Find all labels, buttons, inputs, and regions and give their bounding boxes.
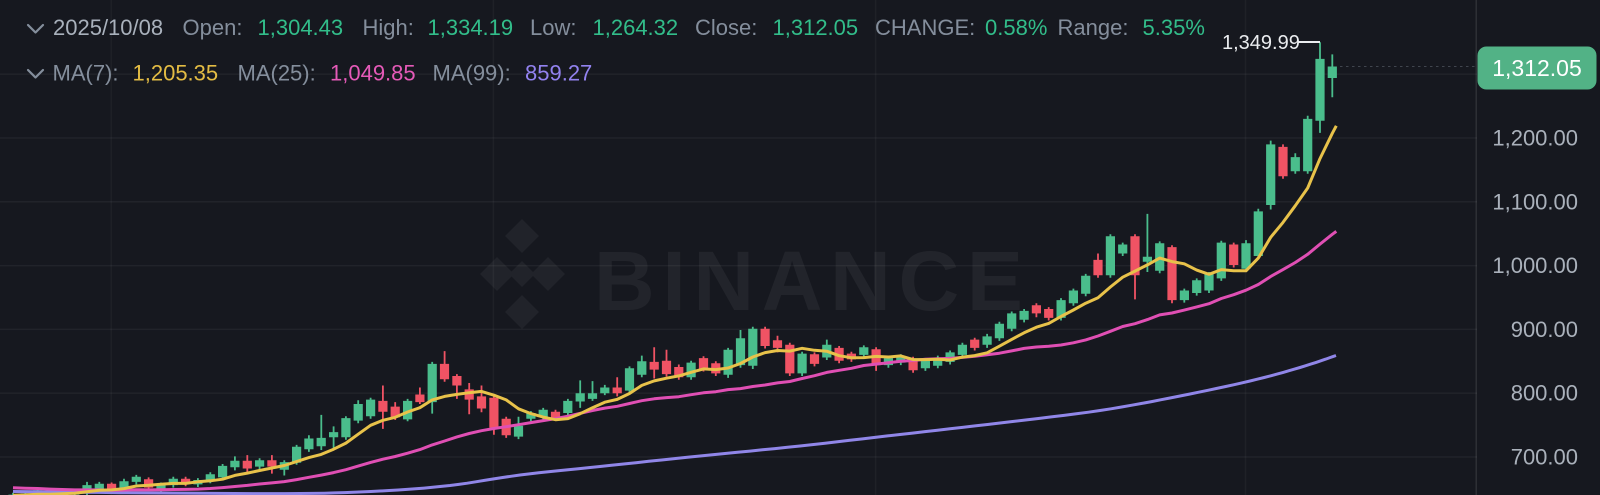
svg-text:Open:: Open: [183, 15, 243, 40]
svg-text:MA(7):: MA(7): [53, 61, 119, 86]
svg-text:1,200.00: 1,200.00 [1492, 126, 1578, 151]
svg-text:Range:: Range: [1058, 15, 1129, 40]
svg-text:1,304.43: 1,304.43 [258, 15, 344, 40]
svg-text:1,264.32: 1,264.32 [593, 15, 679, 40]
svg-text:CHANGE:: CHANGE: [875, 15, 975, 40]
svg-text:1,312.05: 1,312.05 [773, 15, 859, 40]
svg-text:5.35%: 5.35% [1143, 15, 1205, 40]
svg-text:2025/10/08: 2025/10/08 [53, 15, 163, 40]
svg-text:0.58%: 0.58% [985, 15, 1047, 40]
svg-text:1,312.05: 1,312.05 [1492, 55, 1582, 81]
svg-text:859.27: 859.27 [525, 61, 592, 86]
svg-text:700.00: 700.00 [1511, 445, 1578, 470]
svg-text:1,349.99: 1,349.99 [1222, 32, 1300, 54]
svg-text:1,000.00: 1,000.00 [1492, 253, 1578, 278]
svg-text:MA(25):: MA(25): [238, 61, 316, 86]
svg-text:1,100.00: 1,100.00 [1492, 189, 1578, 214]
svg-text:1,334.19: 1,334.19 [428, 15, 514, 40]
svg-text:Low:: Low: [530, 15, 576, 40]
svg-text:BINANCE: BINANCE [594, 234, 1031, 328]
svg-text:Close:: Close: [695, 15, 757, 40]
svg-text:900.00: 900.00 [1511, 317, 1578, 342]
svg-text:MA(99):: MA(99): [433, 61, 511, 86]
svg-text:High:: High: [363, 15, 414, 40]
svg-text:1,049.85: 1,049.85 [330, 61, 416, 86]
svg-text:800.00: 800.00 [1511, 381, 1578, 406]
svg-text:1,205.35: 1,205.35 [133, 61, 219, 86]
